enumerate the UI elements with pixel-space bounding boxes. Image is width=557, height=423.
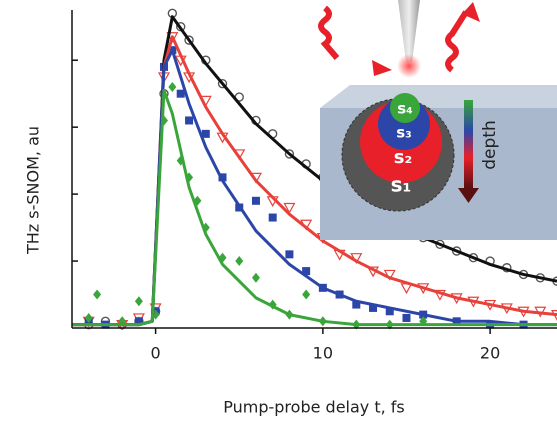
y-axis-label: THz s-SNOM, au [24, 126, 43, 255]
data-point [369, 303, 378, 312]
data-point [285, 250, 294, 259]
depth-bar [464, 100, 473, 188]
data-point [235, 256, 244, 267]
data-point [176, 89, 185, 98]
fit-line [72, 88, 557, 327]
x-tick-label: 20 [480, 344, 500, 363]
data-point [352, 300, 361, 309]
box-top [320, 85, 557, 108]
outgoing-wave [445, 10, 469, 73]
depth-label: depth [480, 120, 500, 169]
data-point [402, 313, 411, 322]
arrow-head [372, 60, 392, 76]
data-point [283, 202, 296, 214]
depth-arrow [458, 188, 479, 203]
data-point [168, 81, 177, 92]
data-point [84, 312, 93, 323]
data-point [134, 317, 143, 326]
incoming-wave [318, 5, 340, 60]
data-point [302, 267, 311, 276]
data-point [185, 116, 194, 125]
data-point [251, 272, 260, 283]
label-s1: s₁ [391, 173, 412, 197]
arrow-head [462, 2, 480, 22]
data-point [385, 307, 394, 316]
data-point [302, 289, 311, 300]
x-tick-label: 10 [313, 344, 333, 363]
data-point [201, 129, 210, 138]
tip-glow [397, 54, 421, 78]
data-point [93, 289, 102, 300]
label-s3: s₃ [396, 124, 412, 142]
data-point [268, 213, 277, 222]
probe-tip [398, 0, 420, 62]
data-point [251, 196, 260, 205]
region-s4 [390, 93, 420, 123]
inset-diagram: s₄ s₃ s₂ s₁ depth [318, 0, 557, 240]
axes: Pump-probe delay t, fs THz s-SNOM, au 0 1… [24, 10, 557, 417]
label-s2: s₂ [394, 147, 413, 168]
label-s4: s₄ [397, 100, 413, 118]
x-tick-label: 0 [151, 344, 161, 363]
data-point [134, 296, 143, 307]
x-axis-label: Pump-probe delay t, fs [223, 398, 405, 417]
